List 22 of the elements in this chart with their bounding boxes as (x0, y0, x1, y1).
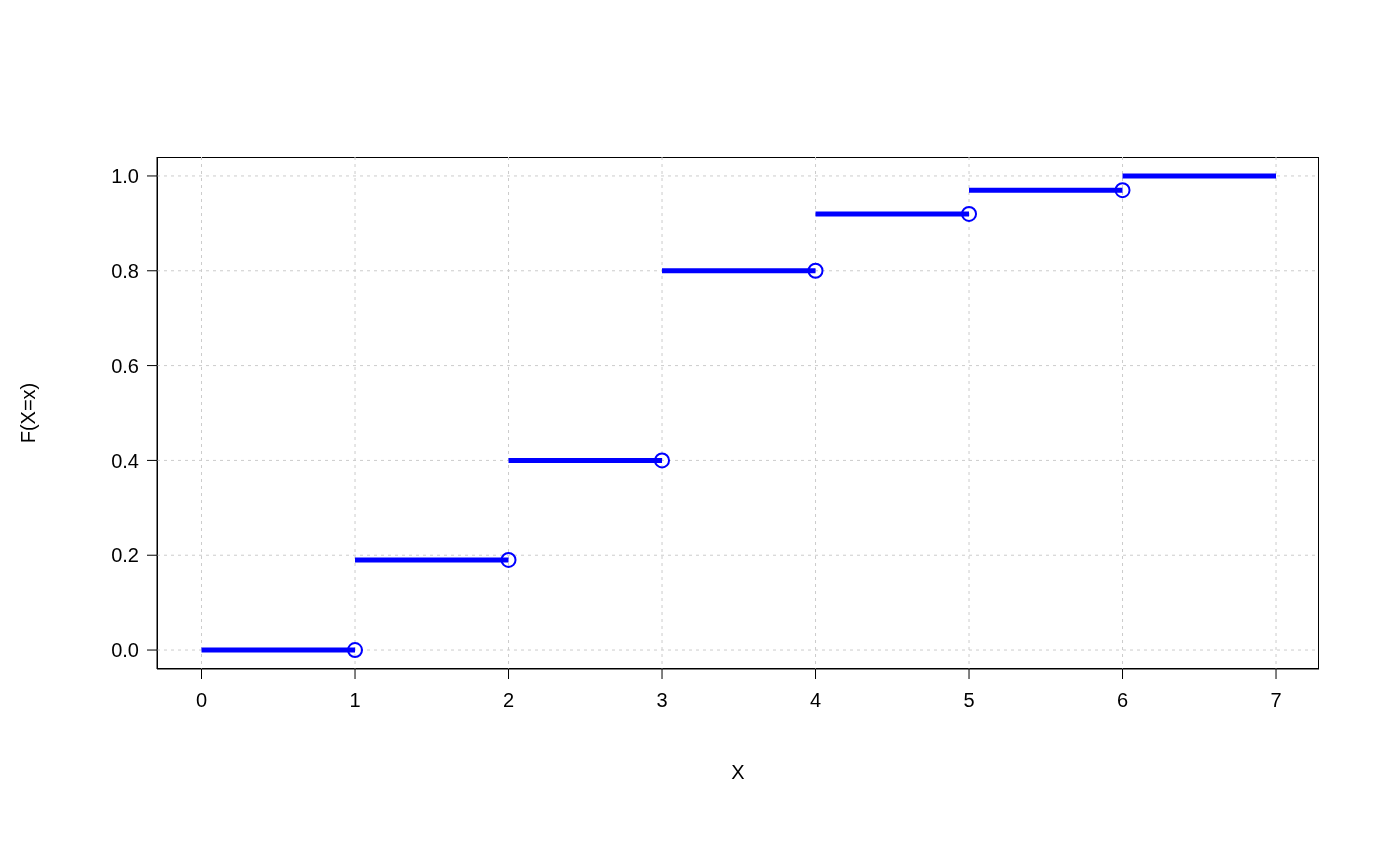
x-tick-label: 0 (195, 689, 208, 712)
y-tick-label: 0.0 (111, 639, 139, 662)
y-tick-label: 0.4 (111, 449, 139, 472)
point (1114, 182, 1131, 199)
y-tick-label: 0.6 (111, 354, 139, 377)
x-tick-label: 4 (809, 689, 822, 712)
point (500, 551, 517, 568)
x-tick-label: 7 (1270, 689, 1282, 712)
y-tick-label: 0.2 (111, 544, 139, 567)
x-tick-label: 1 (349, 689, 361, 712)
point (961, 205, 978, 222)
x-tick-label: 5 (963, 689, 975, 712)
x-tick-label: 2 (502, 689, 515, 712)
point (654, 452, 671, 469)
x-axis-title: X (731, 761, 745, 783)
y-tick-label: 0.8 (111, 259, 139, 282)
x-tick-label: 3 (656, 689, 668, 712)
x-tick-label: 6 (1116, 689, 1129, 712)
y-axis-title: F(X=x) (17, 382, 40, 444)
point (807, 262, 824, 279)
point (347, 642, 364, 659)
y-tick-label: 1.0 (111, 165, 139, 188)
